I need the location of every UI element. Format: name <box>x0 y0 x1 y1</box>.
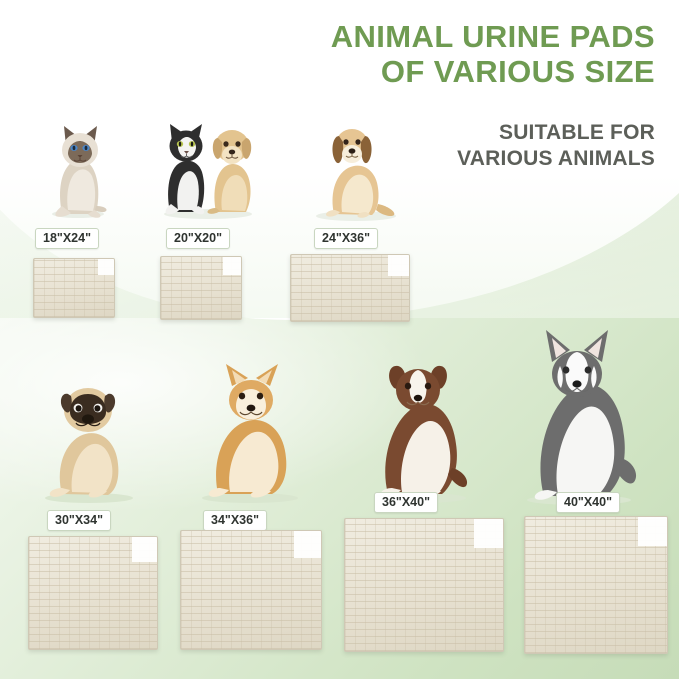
pad-40x40 <box>524 516 668 654</box>
size-label-30x34: 30"X34" <box>47 510 111 531</box>
pad-corner-fold-icon <box>98 259 114 275</box>
size-label-40x40: 40"X40" <box>556 492 620 513</box>
corgi-sitting <box>192 362 308 504</box>
tuxedo-cat-and-labrador-puppy <box>158 108 258 220</box>
pad-corner-fold-icon <box>132 537 157 562</box>
pad-36x40 <box>344 518 504 652</box>
headline-line-1: ANIMAL URINE PADS <box>330 19 655 54</box>
size-label-20x20: 20"X20" <box>166 228 230 249</box>
size-label-18x24: 18"X24" <box>35 228 99 249</box>
pad-24x36 <box>290 254 410 322</box>
size-label-36x40: 36"X40" <box>374 492 438 513</box>
siamese-cat-sitting <box>44 110 112 220</box>
pad-corner-fold-icon <box>638 517 667 546</box>
headline: ANIMAL URINE PADS OF VARIOUS SIZE <box>330 19 655 89</box>
pad-corner-fold-icon <box>474 519 503 548</box>
pad-corner-fold-icon <box>294 531 321 558</box>
pad-20x20 <box>160 256 242 320</box>
siberian-husky-sitting <box>516 318 642 506</box>
headline-line-2: OF VARIOUS SIZE <box>380 53 655 89</box>
size-label-34x36: 34"X36" <box>203 510 267 531</box>
pad-34x36 <box>180 530 322 650</box>
subheadline: SUITABLE FOR VARIOUS ANIMALS <box>457 120 655 173</box>
subheadline-line-2: VARIOUS ANIMALS <box>457 147 655 171</box>
subheadline-line-1: SUITABLE FOR <box>498 121 655 144</box>
pad-18x24 <box>33 258 115 318</box>
pug-sitting <box>36 372 142 504</box>
pad-corner-fold-icon <box>223 257 241 275</box>
australian-shepherd-sitting <box>364 348 476 504</box>
beagle-mix-dog-sitting <box>308 116 404 222</box>
size-label-24x36: 24"X36" <box>314 228 378 249</box>
pad-corner-fold-icon <box>388 255 409 276</box>
pad-30x34 <box>28 536 158 650</box>
